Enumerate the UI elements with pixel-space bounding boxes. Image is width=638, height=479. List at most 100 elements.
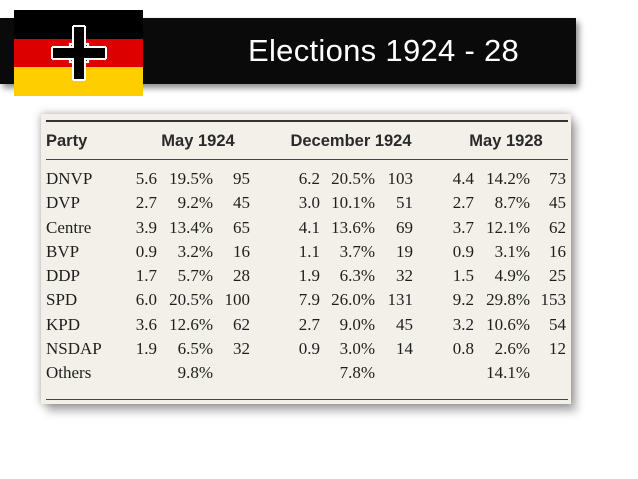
cell-vote-share: 6.5%: [177, 339, 213, 359]
cell-party: BVP: [46, 241, 80, 261]
cell-vote-share: 8.7%: [494, 193, 530, 213]
cell-votes-millions: 4.4: [452, 169, 474, 188]
cell-seats: 14: [396, 339, 413, 359]
cell-vote-share: 26.0%: [331, 290, 375, 310]
cell-votes-millions: 2.7: [452, 193, 474, 213]
cell-vote-share: 14.2%: [486, 169, 530, 188]
cell-votes-millions: 0.8: [452, 339, 474, 359]
cell-seats: 54: [549, 314, 566, 334]
cell-seats: 100: [224, 290, 251, 310]
cell-votes-millions: 0.9: [135, 241, 157, 261]
header-party: Party: [46, 132, 88, 150]
cell-vote-share: 10.6%: [486, 314, 530, 334]
cell-votes-millions: 5.6: [135, 169, 157, 188]
cell-votes-millions: 1.9: [298, 266, 320, 286]
election-results-table: Party May 1924 December 1924 May 1928 DN…: [41, 114, 571, 404]
cell-vote-share: 6.3%: [339, 266, 375, 286]
table-row: BVP 0.9 3.2% 16 1.1 3.7% 19 0.9 3.1% 16: [41, 240, 571, 264]
cell-vote-share: 9.8%: [177, 363, 213, 383]
table-row: DVP 2.7 9.2% 45 3.0 10.1% 51 2.7 8.7% 45: [41, 191, 571, 215]
table-rule-top: [46, 120, 568, 122]
table-row: Others 9.8% 7.8% 14.1%: [41, 361, 571, 385]
cell-vote-share: 2.6%: [494, 339, 530, 359]
cell-party: SPD: [46, 290, 78, 310]
table-row: NSDAP 1.9 6.5% 32 0.9 3.0% 14 0.8 2.6% 1…: [41, 337, 571, 361]
cell-vote-share: 9.2%: [177, 193, 213, 213]
cell-seats: 62: [233, 314, 250, 334]
table-rule-bottom: [46, 399, 568, 400]
cell-seats: 28: [233, 266, 250, 286]
cell-seats: 45: [549, 193, 566, 213]
cell-votes-millions: 2.7: [135, 193, 157, 213]
cell-votes-millions: 3.2: [452, 314, 474, 334]
cell-votes-millions: 3.7: [452, 217, 474, 237]
cell-seats: 62: [549, 217, 566, 237]
table-body: DNVP 5.6 19.5% 95 6.2 20.5% 103 4.4 14.2…: [41, 167, 571, 386]
cell-votes-millions: 6.0: [135, 290, 157, 310]
iron-cross-icon: [51, 25, 107, 81]
cell-votes-millions: 0.9: [452, 241, 474, 261]
cell-seats: 73: [549, 169, 566, 188]
cell-vote-share: 14.1%: [486, 363, 530, 383]
cell-votes-millions: 1.5: [452, 266, 474, 286]
cell-seats: 95: [233, 169, 250, 188]
table-row: Centre 3.9 13.4% 65 4.1 13.6% 69 3.7 12.…: [41, 216, 571, 240]
header-may-1924: May 1924: [161, 132, 235, 150]
cell-seats: 25: [549, 266, 566, 286]
cell-seats: 19: [396, 241, 413, 261]
cell-vote-share: 3.0%: [339, 339, 375, 359]
cell-vote-share: 4.9%: [494, 266, 530, 286]
cell-votes-millions: 1.9: [135, 339, 157, 359]
cell-votes-millions: 9.2: [452, 290, 474, 310]
cell-vote-share: 12.6%: [169, 314, 213, 334]
cell-votes-millions: 6.2: [298, 169, 320, 188]
cell-seats: 32: [233, 339, 250, 359]
cell-vote-share: 13.6%: [331, 217, 375, 237]
cell-votes-millions: 4.1: [298, 217, 320, 237]
cell-votes-millions: 3.0: [298, 193, 320, 213]
cell-seats: 45: [396, 314, 413, 334]
cell-votes-millions: 1.7: [135, 266, 157, 286]
table-rule-header: [46, 159, 568, 160]
cell-vote-share: 20.5%: [331, 169, 375, 188]
table-row: DDP 1.7 5.7% 28 1.9 6.3% 32 1.5 4.9% 25: [41, 264, 571, 288]
header-may-1928: May 1928: [469, 132, 543, 150]
cell-party: NSDAP: [46, 339, 102, 359]
cell-votes-millions: 1.1: [298, 241, 320, 261]
cell-vote-share: 19.5%: [169, 169, 213, 188]
cell-seats: 32: [396, 266, 413, 286]
table-row: SPD 6.0 20.5% 100 7.9 26.0% 131 9.2 29.8…: [41, 288, 571, 312]
cell-vote-share: 10.1%: [331, 193, 375, 213]
cell-votes-millions: 2.7: [298, 314, 320, 334]
cell-party: KPD: [46, 314, 81, 334]
cell-vote-share: 5.7%: [177, 266, 213, 286]
cell-vote-share: 3.7%: [339, 241, 375, 261]
cell-party: Others: [46, 363, 92, 383]
cell-party: DVP: [46, 193, 81, 213]
cell-seats: 65: [233, 217, 250, 237]
cell-vote-share: 7.8%: [339, 363, 375, 383]
table-row: DNVP 5.6 19.5% 95 6.2 20.5% 103 4.4 14.2…: [41, 167, 571, 191]
cell-seats: 45: [233, 193, 250, 213]
german-flag-icon: [14, 10, 143, 96]
cell-votes-millions: 7.9: [298, 290, 320, 310]
cell-votes-millions: 0.9: [298, 339, 320, 359]
cell-vote-share: 9.0%: [339, 314, 375, 334]
cell-vote-share: 12.1%: [486, 217, 530, 237]
cell-seats: 131: [387, 290, 414, 310]
cell-seats: 16: [549, 241, 566, 261]
cell-seats: 51: [396, 193, 413, 213]
cell-vote-share: 13.4%: [169, 217, 213, 237]
cell-party: DNVP: [46, 169, 93, 188]
cell-vote-share: 3.2%: [177, 241, 213, 261]
slide-title: Elections 1924 - 28: [248, 33, 520, 68]
cell-votes-millions: 3.6: [135, 314, 157, 334]
cell-vote-share: 20.5%: [169, 290, 213, 310]
cell-seats: 12: [549, 339, 566, 359]
cell-votes-millions: 3.9: [135, 217, 157, 237]
cell-vote-share: 3.1%: [494, 241, 530, 261]
cell-seats: 103: [387, 169, 414, 188]
cell-seats: 153: [540, 290, 567, 310]
header-december-1924: December 1924: [290, 132, 412, 150]
table-row: KPD 3.6 12.6% 62 2.7 9.0% 45 3.2 10.6% 5…: [41, 313, 571, 337]
